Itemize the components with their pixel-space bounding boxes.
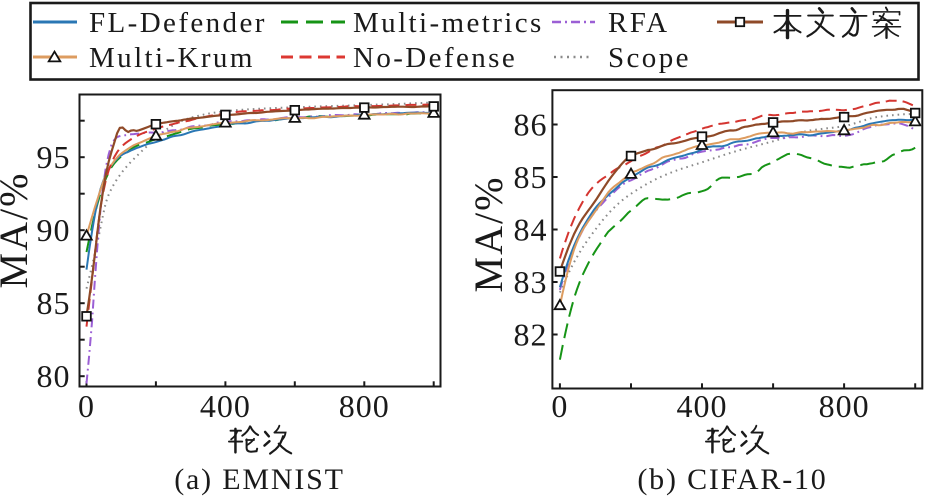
svg-text:86: 86 bbox=[514, 107, 548, 143]
svg-text:Multi-Krum: Multi-Krum bbox=[89, 42, 255, 74]
svg-text:MA/%: MA/% bbox=[466, 176, 511, 293]
svg-text:No-Defense: No-Defense bbox=[353, 42, 517, 74]
svg-text:85: 85 bbox=[514, 159, 548, 195]
svg-text:800: 800 bbox=[819, 388, 870, 424]
svg-text:FL-Defender: FL-Defender bbox=[89, 7, 267, 39]
svg-text:0: 0 bbox=[78, 388, 95, 424]
svg-text:RFA: RFA bbox=[608, 7, 669, 39]
svg-text:400: 400 bbox=[677, 388, 728, 424]
svg-text:90: 90 bbox=[37, 212, 71, 248]
svg-text:82: 82 bbox=[514, 317, 548, 353]
svg-text:85: 85 bbox=[37, 285, 71, 321]
svg-text:400: 400 bbox=[200, 388, 251, 424]
svg-text:(a) EMNIST: (a) EMNIST bbox=[174, 463, 344, 496]
svg-text:0: 0 bbox=[551, 388, 568, 424]
svg-text:80: 80 bbox=[37, 358, 71, 394]
svg-text:Scope: Scope bbox=[608, 42, 691, 74]
svg-text:MA/%: MA/% bbox=[0, 172, 36, 289]
svg-text:Multi-metrics: Multi-metrics bbox=[353, 7, 544, 39]
svg-text:84: 84 bbox=[514, 212, 548, 248]
svg-text:83: 83 bbox=[514, 264, 548, 300]
svg-text:(b) CIFAR-10: (b) CIFAR-10 bbox=[637, 463, 827, 496]
svg-text:800: 800 bbox=[339, 388, 390, 424]
svg-text:95: 95 bbox=[37, 139, 71, 175]
